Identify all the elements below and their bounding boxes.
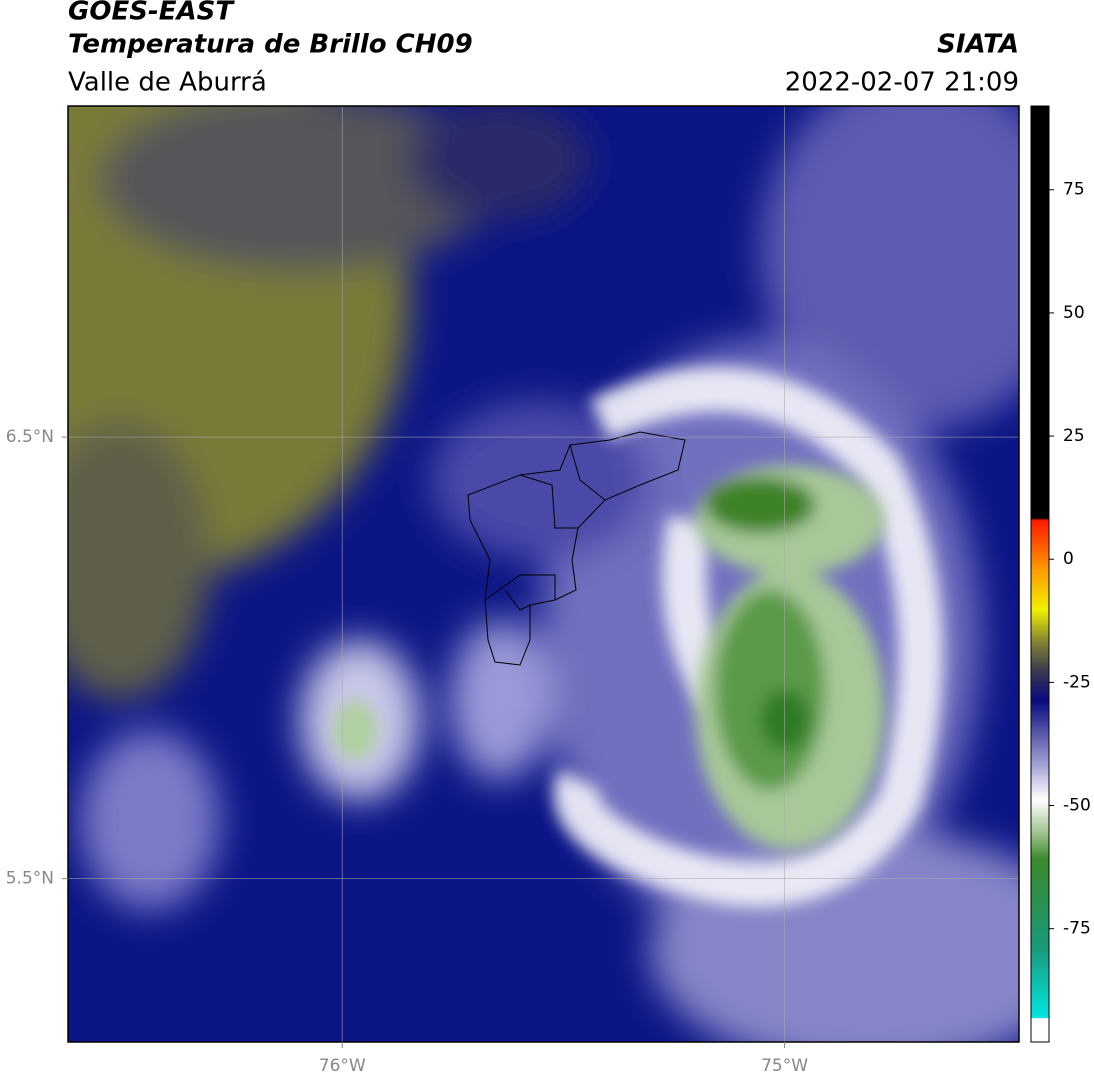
valley-boundary [467, 431, 686, 666]
colorbar-tick-label: 50 [1063, 303, 1085, 323]
map-field [68, 106, 1019, 1042]
region: Valle de Aburrá [68, 68, 267, 98]
title: GOES-EAST [68, 0, 235, 27]
y-tick-label: 6.5°N [6, 427, 54, 447]
source: SIATA [937, 30, 1019, 60]
datetime: 2022-02-07 21:09 [785, 68, 1019, 98]
x-tick-label: 76°W [319, 1056, 366, 1076]
colorbar-tick-label: -25 [1063, 672, 1091, 692]
x-tick-label: 75°W [761, 1056, 808, 1076]
colorbar-tick-label: 75 [1063, 180, 1085, 200]
colorbar-tick-label: -50 [1063, 796, 1091, 816]
colorbar [1030, 105, 1050, 1043]
colorbar-tick-label: -75 [1063, 919, 1091, 939]
graticule [68, 106, 1019, 1042]
colorbar-tick-label: 0 [1063, 549, 1074, 569]
colorbar-tick-label: 25 [1063, 426, 1085, 446]
subtitle: Temperatura de Brillo CH09 [68, 30, 473, 60]
y-tick-label: 5.5°N [6, 869, 54, 889]
map-frame [67, 105, 1020, 1043]
